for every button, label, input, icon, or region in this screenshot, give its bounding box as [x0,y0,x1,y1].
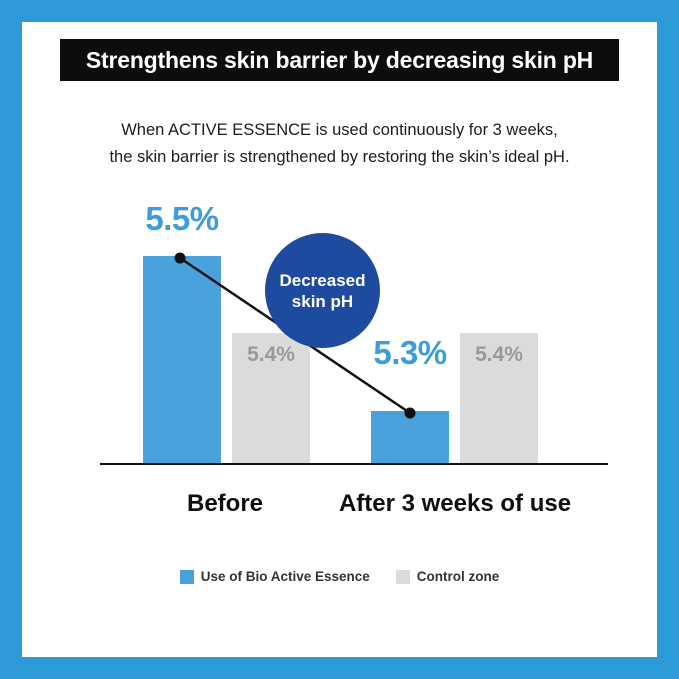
legend-item-essence: Use of Bio Active Essence [179,569,370,584]
value-label-essence-after: 5.3% [373,334,447,371]
badge-line1: Decreased [279,270,366,290]
x-label-after: After 3 weeks of use [338,490,572,517]
value-label-control-before: 5.4% [247,343,295,366]
legend-label-essence: Use of Bio Active Essence [200,569,370,584]
subtitle-line2: the skin barrier is strengthened by rest… [109,148,570,166]
title-banner: Strengthens skin barrier by decreasing s… [60,39,619,81]
content-card: Strengthens skin barrier by decreasing s… [22,22,657,657]
legend-item-control: Control zone [395,569,500,584]
legend-swatch-gray [395,569,410,584]
x-label-before: Before [186,490,264,517]
x-axis-line [100,463,608,465]
bar-essence-before [143,256,221,465]
decreased-ph-badge: Decreased skin pH [265,233,380,348]
bar-control-after [460,333,538,465]
subtitle: When ACTIVE ESSENCE is used continuously… [22,117,657,171]
subtitle-line1: When ACTIVE ESSENCE is used continuously… [121,121,558,139]
chart-legend: Use of Bio Active Essence Control zone [22,569,657,584]
bar-essence-after [371,411,449,465]
legend-swatch-blue [179,569,194,584]
value-label-control-after: 5.4% [475,343,523,366]
badge-line2: skin pH [291,291,354,311]
legend-label-control: Control zone [416,569,500,584]
value-label-essence-before: 5.5% [145,200,219,237]
title-text: Strengthens skin barrier by decreasing s… [85,46,594,73]
